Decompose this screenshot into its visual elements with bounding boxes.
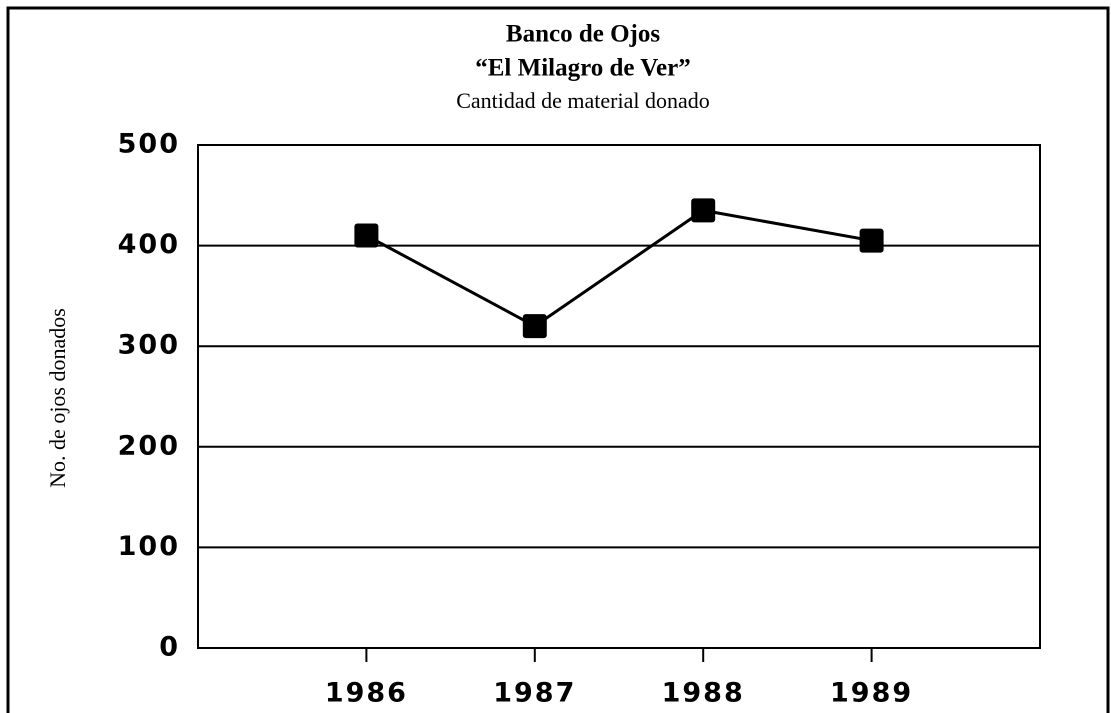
x-tick-label: 1989 (830, 678, 913, 709)
y-tick-label: 200 (118, 430, 180, 461)
marker (691, 198, 716, 223)
plot-area (197, 144, 1041, 649)
y-tick-label: 0 (159, 632, 180, 663)
x-tick-label: 1986 (325, 678, 408, 709)
marker (354, 223, 379, 248)
marker (859, 228, 884, 253)
chart-subtitle: Cantidad de material donado (456, 88, 710, 113)
marker (522, 314, 547, 339)
y-tick-label: 500 (118, 129, 180, 160)
chart-title: Banco de Ojos (506, 21, 660, 48)
y-tick-label: 300 (118, 330, 180, 361)
frame (6, 6, 1110, 713)
chart-title: “El Milagro de Ver” (475, 55, 691, 82)
y-tick-label: 100 (118, 531, 180, 562)
x-tick-label: 1988 (662, 678, 745, 709)
x-tick-label: 1987 (493, 678, 576, 709)
y-tick-label: 400 (118, 229, 180, 260)
line (365, 208, 872, 328)
y-axis-label: No. de ojos donados (45, 308, 70, 488)
